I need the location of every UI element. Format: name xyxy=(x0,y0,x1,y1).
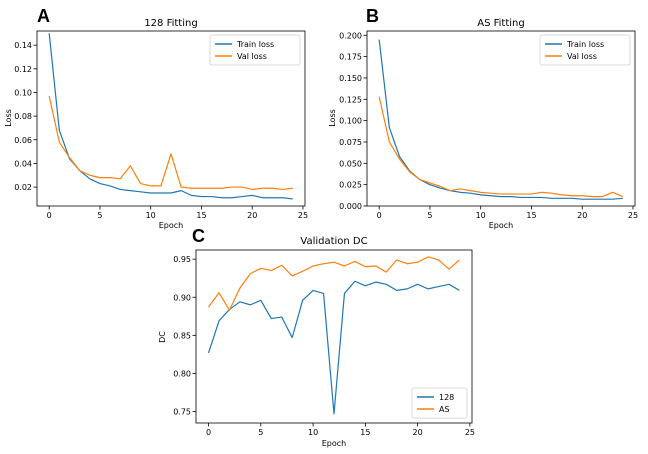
panel-b-legend-box xyxy=(539,34,631,66)
panel-b-series-val-loss-line xyxy=(378,96,624,198)
panel-b-ytick-label: 0.175 xyxy=(339,53,362,62)
panel-b-ytick-label: 0.150 xyxy=(339,74,362,83)
panel-letter-b: B xyxy=(366,6,379,26)
panel-a: A 128 Fitting 0 5 10 15 20 25 0.02 0.04 0.06 0.08… xyxy=(4,6,308,230)
panel-c-legend-label: AS xyxy=(439,405,450,414)
panel-c-ylabel: DC xyxy=(158,331,167,343)
panel-b-xtick-label: 0 xyxy=(377,211,382,220)
panel-a-ytick-label: 0.14 xyxy=(14,41,32,50)
panel-c-xtick-label: 20 xyxy=(413,428,423,437)
panel-c-title: Validation DC xyxy=(300,236,367,247)
panel-b-xtick-label: 20 xyxy=(577,211,587,220)
panel-a-xlabel: Epoch xyxy=(159,221,184,230)
panel-c-ytick-label: 0.75 xyxy=(173,408,191,417)
panel-a-series-val-loss-line xyxy=(48,95,293,191)
panel-b-ytick-label: 0.050 xyxy=(339,159,362,168)
panel-c-ytick-label: 0.90 xyxy=(173,293,191,302)
panel-c: C Validation DC 0 5 10 15 20 25 0.75 0.80 0.85 0.… xyxy=(158,226,475,448)
panel-a-series-train-loss-line xyxy=(48,33,293,200)
panel-a-ytick-label: 0.12 xyxy=(14,65,32,74)
panel-a-ylabel: Loss xyxy=(4,109,13,127)
panel-a-legend-label: Val loss xyxy=(237,52,267,61)
panel-b-ytick-label: 0.025 xyxy=(339,181,362,190)
panel-c-frame xyxy=(195,249,473,424)
panel-c-xlabel: Epoch xyxy=(322,439,347,448)
panel-a-xtick-label: 20 xyxy=(247,211,257,220)
panel-c-xtick-label: 0 xyxy=(206,428,211,437)
panel-c-legend: 128 AS xyxy=(411,387,468,419)
panel-b-xtick-label: 10 xyxy=(476,211,486,220)
panel-b-frame xyxy=(366,30,636,207)
panel-letter-a: A xyxy=(37,6,50,26)
panel-b-ytick-label: 0.000 xyxy=(339,202,362,211)
panel-b-legend-label: Train loss xyxy=(566,40,604,49)
panel-c-series-128-line xyxy=(207,280,460,415)
panel-b-xtick-label: 15 xyxy=(526,211,536,220)
panel-a-xtick-label: 25 xyxy=(298,211,308,220)
panel-b-ytick-label: 0.075 xyxy=(339,138,362,147)
panel-a-ytick-label: 0.02 xyxy=(14,183,32,192)
panel-c-xtick-label: 25 xyxy=(465,428,475,437)
panel-c-ytick-label: 0.80 xyxy=(173,369,191,378)
panel-a-ytick-label: 0.06 xyxy=(14,136,32,145)
panel-a-xtick-label: 0 xyxy=(47,211,52,220)
panel-b: B AS Fitting 0 5 10 15 20 25 0.000 0.025 0.050 0.… xyxy=(328,6,638,230)
panel-a-legend-label: Train loss xyxy=(236,40,274,49)
panel-b-xtick-label: 25 xyxy=(628,211,638,220)
panel-b-legend-label: Val loss xyxy=(567,52,597,61)
panel-a-ytick-label: 0.04 xyxy=(14,159,32,168)
panel-c-xtick-label: 15 xyxy=(360,428,370,437)
panel-c-series-as-line xyxy=(208,256,460,311)
panel-a-legend: Train loss Val loss xyxy=(209,34,301,66)
panel-c-legend-box xyxy=(411,387,468,419)
panel-c-ytick-label: 0.85 xyxy=(173,331,191,340)
panel-letter-c: C xyxy=(192,226,205,246)
panel-b-legend: Train loss Val loss xyxy=(539,34,631,66)
panel-a-frame xyxy=(36,30,306,207)
panel-c-ytick-label: 0.95 xyxy=(173,255,191,264)
panel-a-ytick-label: 0.08 xyxy=(14,112,32,121)
panel-b-ytick-label: 0.125 xyxy=(339,95,362,104)
panel-a-title: 128 Fitting xyxy=(144,18,197,29)
panel-c-xtick-label: 5 xyxy=(258,428,263,437)
panel-a-xtick-label: 15 xyxy=(196,211,206,220)
panel-b-ytick-label: 0.100 xyxy=(339,117,362,126)
panel-c-xtick-label: 10 xyxy=(308,428,318,437)
panel-a-xtick-label: 10 xyxy=(146,211,156,220)
panel-b-title: AS Fitting xyxy=(477,18,524,29)
panel-a-legend-box xyxy=(209,34,301,66)
panel-b-xtick-label: 5 xyxy=(427,211,432,220)
panel-b-ylabel: Loss xyxy=(328,109,337,127)
panel-b-xlabel: Epoch xyxy=(489,221,514,230)
panel-a-xtick-label: 5 xyxy=(97,211,102,220)
panel-b-ytick-label: 0.200 xyxy=(339,31,362,40)
panel-c-legend-label: 128 xyxy=(439,393,454,402)
panel-a-ytick-label: 0.10 xyxy=(14,88,32,97)
